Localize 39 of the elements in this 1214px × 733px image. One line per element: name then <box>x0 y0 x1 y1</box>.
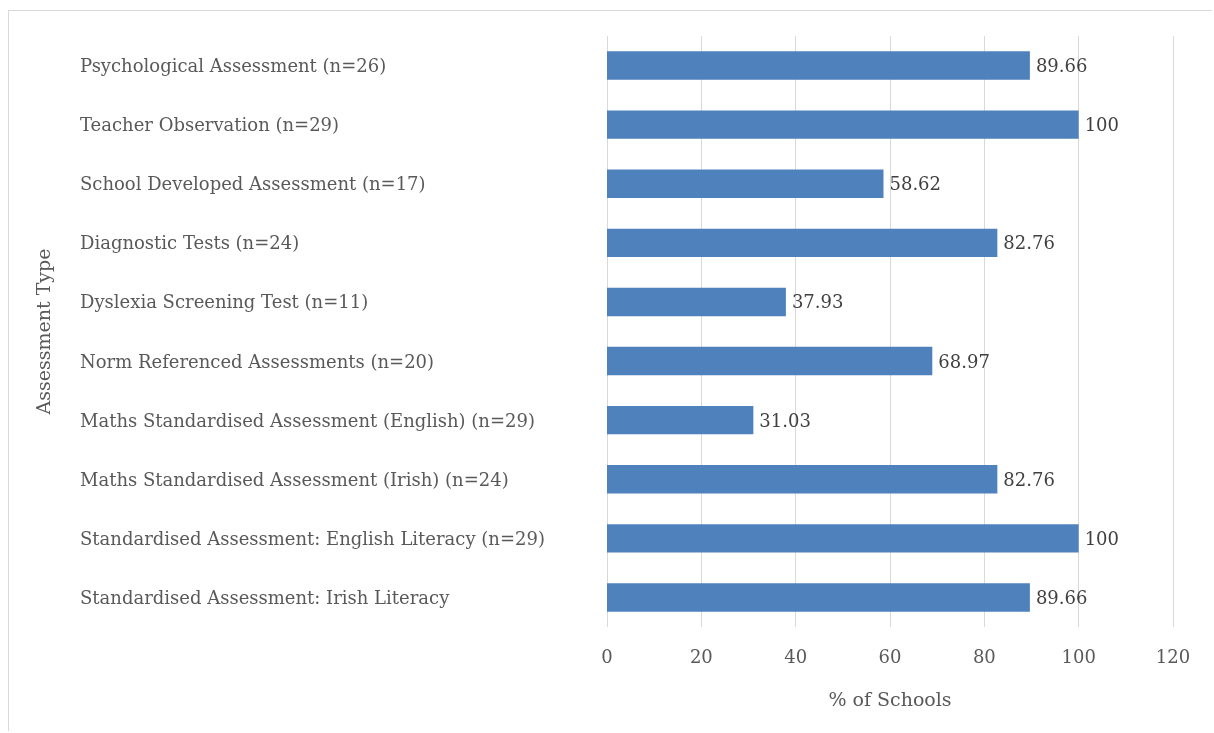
x-tick-label: 120 <box>1155 645 1191 667</box>
x-tick-label: 20 <box>689 645 713 667</box>
bar <box>607 51 1030 80</box>
data-label: 89.66 <box>1035 55 1088 77</box>
data-label: 37.93 <box>791 291 844 313</box>
x-tick-label: 80 <box>972 645 996 667</box>
bar <box>607 110 1079 139</box>
y-tick-label: Standardised Assessment: English Literacy (n=29) <box>80 527 545 549</box>
x-tick-label: 0 <box>601 645 613 667</box>
data-label: 82.76 <box>1003 232 1055 254</box>
y-tick-label: Norm Referenced Assessments (n=20) <box>80 350 435 372</box>
data-label: 58.62 <box>889 173 942 195</box>
data-label: 89.66 <box>1035 586 1088 608</box>
y-tick-label: School Developed Assessment (n=17) <box>80 173 426 195</box>
data-label: 68.97 <box>938 350 990 372</box>
bar <box>607 583 1030 612</box>
y-axis-title: Assessment Type <box>31 248 54 416</box>
bar <box>607 287 786 317</box>
data-label: 31.03 <box>759 409 811 431</box>
x-tick-label: 100 <box>1061 645 1096 667</box>
y-tick-label: Dyslexia Screening Test (n=11) <box>80 291 369 313</box>
x-axis-title: % of Schools <box>828 687 952 710</box>
bar <box>607 524 1079 553</box>
bar <box>607 169 884 198</box>
data-label: 100 <box>1084 527 1120 549</box>
y-tick-label: Standardised Assessment: Irish Literacy <box>80 586 451 608</box>
y-tick-label: Diagnostic Tests (n=24) <box>80 232 300 254</box>
y-tick-label: Maths Standardised Assessment (English) (n=29) <box>80 409 535 431</box>
y-tick-label: Psychological Assessment (n=26) <box>80 55 387 77</box>
x-tick-label: 40 <box>784 645 808 667</box>
y-tick-label: Maths Standardised Assessment (Irish) (n=24) <box>80 468 509 490</box>
y-tick-label: Teacher Observation (n=29) <box>80 114 340 136</box>
bar <box>607 228 998 258</box>
data-label: 82.76 <box>1003 468 1055 490</box>
bar <box>607 346 933 376</box>
data-label: 100 <box>1084 114 1120 136</box>
x-tick-label: 60 <box>878 645 902 667</box>
bar <box>607 465 998 494</box>
bar <box>607 405 754 435</box>
